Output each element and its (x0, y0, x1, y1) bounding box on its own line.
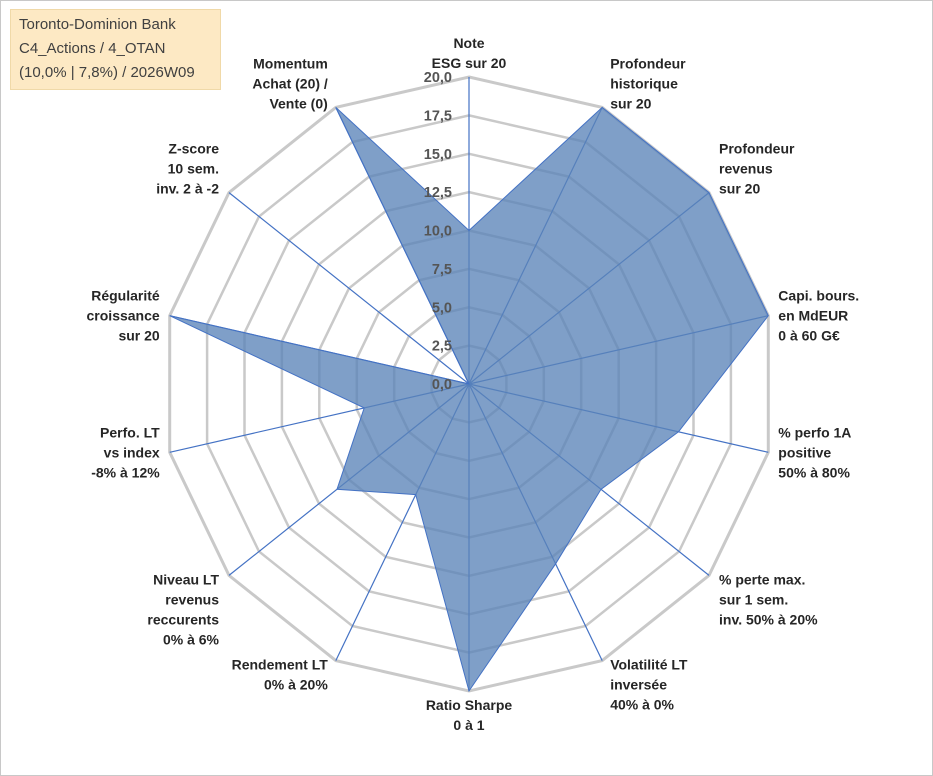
tick-label: 20,0 (424, 70, 452, 86)
axis-label-12: 10 sem. (168, 161, 219, 177)
axis-label-9: reccurents (147, 611, 219, 627)
tick-label: 2,5 (432, 339, 452, 355)
axis-label-10: vs index (104, 444, 160, 460)
radar-series (169, 106, 769, 693)
axis-label-8: 0% à 20% (264, 677, 328, 693)
axis-label-4: 50% à 80% (778, 464, 850, 480)
axis-label-12: inv. 2 à -2 (156, 181, 219, 197)
axis-label-1: historique (610, 75, 678, 91)
axis-label-1: Profondeur (610, 55, 686, 71)
axis-label-7: Ratio Sharpe (426, 697, 513, 713)
axis-label-3: Capi. bours. (778, 288, 859, 304)
axis-label-2: Profondeur (719, 141, 795, 157)
axis-label-6: 40% à 0% (610, 697, 674, 713)
axis-label-10: -8% à 12% (91, 464, 160, 480)
axis-label-2: revenus (719, 161, 773, 177)
axis-label-4: % perfo 1A (778, 424, 851, 440)
tick-label: 15,0 (424, 147, 452, 163)
axis-label-3: en MdEUR (778, 308, 848, 324)
axis-label-6: Volatilité LT (610, 657, 688, 673)
axis-label-6: inversée (610, 677, 667, 693)
axis-label-3: 0 à 60 G€ (778, 328, 840, 344)
tick-label: 10,0 (424, 224, 452, 240)
tick-label: 12,5 (424, 185, 452, 201)
axis-labels: Note ESG sur 20 Profondeur historique sur 20… (87, 35, 860, 733)
spoke-12 (228, 192, 470, 385)
radial-tick-labels: 0,0 2,5 5,0 7,5 10,0 12,5 15,0 17,5 20,0 (424, 70, 452, 393)
tick-label: 7,5 (432, 262, 452, 278)
axis-label-5: inv. 50% à 20% (719, 611, 818, 627)
axis-label-10: Perfo. LT (100, 424, 160, 440)
axis-label-2: sur 20 (719, 181, 760, 197)
axis-label-5: sur 1 sem. (719, 591, 788, 607)
axis-label-9: 0% à 6% (163, 631, 220, 647)
axis-label-0: Note (453, 35, 484, 51)
axis-label-13: Momentum (253, 55, 328, 71)
axis-label-13: Achat (20) / (252, 75, 328, 91)
tick-label: 5,0 (432, 300, 452, 316)
info-box: Toronto-Dominion Bank C4_Actions / 4_OTA… (10, 9, 221, 90)
axis-label-12: Z-score (168, 141, 219, 157)
axis-label-11: croissance (87, 308, 160, 324)
axis-label-11: Régularité (91, 288, 160, 304)
info-category: C4_Actions / 4_OTAN (19, 40, 166, 57)
axis-label-1: sur 20 (610, 95, 651, 111)
tick-label: 0,0 (432, 377, 452, 393)
axis-label-11: sur 20 (118, 328, 159, 344)
info-metrics: (10,0% | 7,8%) / 2026W09 (19, 64, 195, 81)
axis-label-9: Niveau LT (153, 571, 219, 587)
info-company-name: Toronto-Dominion Bank (19, 16, 176, 33)
axis-label-0: ESG sur 20 (432, 55, 507, 71)
axis-label-8: Rendement LT (232, 657, 329, 673)
axis-label-9: revenus (165, 591, 219, 607)
axis-label-4: positive (778, 444, 831, 460)
axis-label-5: % perte max. (719, 571, 805, 587)
axis-label-7: 0 à 1 (453, 717, 484, 733)
tick-label: 17,5 (424, 108, 452, 124)
axis-label-13: Vente (0) (269, 95, 327, 111)
